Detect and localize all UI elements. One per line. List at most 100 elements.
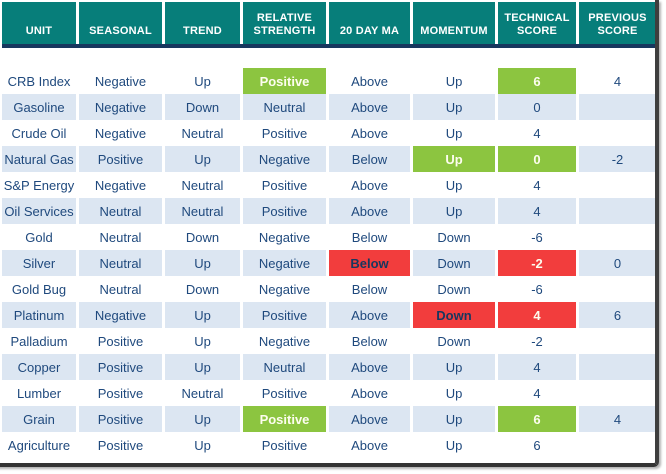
table-cell-relative_strength: Neutral <box>243 354 326 380</box>
table-cell-momentum: Down <box>413 250 495 276</box>
table-cell-ma20: Below <box>329 328 410 354</box>
table-cell-seasonal: Positive <box>79 328 162 354</box>
table-cell-ma20: Above <box>329 406 410 432</box>
table-cell-ma20: Above <box>329 94 410 120</box>
column-header-momentum: MOMENTUM <box>413 2 495 44</box>
table-cell-previous_score <box>579 94 656 120</box>
table-cell-seasonal: Neutral <box>79 198 162 224</box>
table-cell-seasonal: Neutral <box>79 276 162 302</box>
table-cell-unit: Gold Bug <box>2 276 76 302</box>
table-cell-previous_score: 4 <box>579 68 656 94</box>
table-cell-previous_score <box>579 172 656 198</box>
table-cell-technical_score: 6 <box>498 432 576 458</box>
table-cell-trend: Up <box>165 302 240 328</box>
table-cell-ma20: Below <box>329 250 410 276</box>
table-cell-technical_score: -2 <box>498 250 576 276</box>
table-row: Gold Neutral Down Negative Below Down -6 <box>2 224 656 250</box>
table-cell-momentum: Down <box>413 302 495 328</box>
table-row: S&P Energy Negative Neutral Positive Above Up… <box>2 172 656 198</box>
table-cell-technical_score: 0 <box>498 146 576 172</box>
table-cell-seasonal: Negative <box>79 68 162 94</box>
table-row: Gold Bug Neutral Down Negative Below Down -6 <box>2 276 656 302</box>
table-cell-unit: Copper <box>2 354 76 380</box>
table-cell-seasonal: Negative <box>79 120 162 146</box>
table-cell-technical_score: 4 <box>498 120 576 146</box>
table-cell-technical_score: 6 <box>498 68 576 94</box>
table-cell-momentum: Down <box>413 276 495 302</box>
table-cell-trend: Up <box>165 250 240 276</box>
table-cell-relative_strength: Negative <box>243 328 326 354</box>
table-cell-previous_score <box>579 120 656 146</box>
table-cell-previous_score <box>579 328 656 354</box>
table-cell-previous_score: -2 <box>579 146 656 172</box>
table-cell-previous_score <box>579 198 656 224</box>
table-cell-previous_score <box>579 432 656 458</box>
table-cell-ma20: Below <box>329 276 410 302</box>
table-cell-seasonal: Negative <box>79 302 162 328</box>
table-cell-momentum: Up <box>413 432 495 458</box>
table-cell-trend: Up <box>165 146 240 172</box>
table-cell-relative_strength: Positive <box>243 120 326 146</box>
header-divider <box>2 44 656 48</box>
column-header-technical_score: TECHNICAL SCORE <box>498 2 576 44</box>
column-header-relative_strength: RELATIVE STRENGTH <box>243 2 326 44</box>
table-cell-technical_score: -2 <box>498 328 576 354</box>
table-row: Copper Positive Up Neutral Above Up 4 <box>2 354 656 380</box>
table-cell-trend: Neutral <box>165 380 240 406</box>
table-cell-momentum: Up <box>413 172 495 198</box>
table-cell-relative_strength: Positive <box>243 198 326 224</box>
table-cell-unit: Grain <box>2 406 76 432</box>
table-cell-ma20: Above <box>329 198 410 224</box>
table-row: Palladium Positive Up Negative Below Down -2 <box>2 328 656 354</box>
column-header-unit: UNIT <box>2 2 76 44</box>
table-row: Agriculture Positive Up Positive Above Up 6 <box>2 432 656 458</box>
table-cell-unit: Gold <box>2 224 76 250</box>
table-cell-relative_strength: Positive <box>243 302 326 328</box>
table-cell-technical_score: 4 <box>498 380 576 406</box>
table-cell-ma20: Above <box>329 354 410 380</box>
table-cell-unit: CRB Index <box>2 68 76 94</box>
table-cell-unit: Gasoline <box>2 94 76 120</box>
table-cell-trend: Neutral <box>165 172 240 198</box>
table-cell-technical_score: 4 <box>498 198 576 224</box>
table-cell-previous_score: 0 <box>579 250 656 276</box>
table-cell-trend: Neutral <box>165 120 240 146</box>
table-row: Oil Services Neutral Neutral Positive Above U… <box>2 198 656 224</box>
table-cell-trend: Up <box>165 328 240 354</box>
table-cell-technical_score: 4 <box>498 354 576 380</box>
table-cell-seasonal: Positive <box>79 354 162 380</box>
table-cell-relative_strength: Positive <box>243 432 326 458</box>
table-cell-relative_strength: Neutral <box>243 94 326 120</box>
table-cell-relative_strength: Negative <box>243 276 326 302</box>
table-cell-seasonal: Positive <box>79 406 162 432</box>
table-cell-ma20: Above <box>329 432 410 458</box>
table-cell-relative_strength: Negative <box>243 224 326 250</box>
table-cell-unit: Natural Gas <box>2 146 76 172</box>
table-cell-trend: Down <box>165 276 240 302</box>
table-cell-ma20: Below <box>329 146 410 172</box>
table-header-row: UNIT SEASONAL TREND RELATIVE STRENGTH 20 DAY… <box>2 2 656 44</box>
table-cell-unit: S&P Energy <box>2 172 76 198</box>
table-cell-relative_strength: Positive <box>243 406 326 432</box>
table-cell-momentum: Up <box>413 354 495 380</box>
table-cell-momentum: Up <box>413 406 495 432</box>
table-cell-trend: Down <box>165 94 240 120</box>
table-row: Natural Gas Positive Up Negative Below Up 0 -2 <box>2 146 656 172</box>
table-cell-previous_score <box>579 276 656 302</box>
table-cell-technical_score: -6 <box>498 276 576 302</box>
table-cell-momentum: Up <box>413 120 495 146</box>
column-header-seasonal: SEASONAL <box>79 2 162 44</box>
column-header-previous_score: PREVIOUS SCORE <box>579 2 656 44</box>
table-cell-seasonal: Negative <box>79 172 162 198</box>
table-cell-unit: Agriculture <box>2 432 76 458</box>
table-cell-relative_strength: Positive <box>243 172 326 198</box>
table-cell-ma20: Above <box>329 302 410 328</box>
table-cell-seasonal: Positive <box>79 146 162 172</box>
header-spacer <box>2 48 656 68</box>
table-cell-relative_strength: Positive <box>243 68 326 94</box>
table-cell-momentum: Up <box>413 146 495 172</box>
table-row: Grain Positive Up Positive Above Up 6 4 <box>2 406 656 432</box>
table-cell-unit: Lumber <box>2 380 76 406</box>
column-header-ma20: 20 DAY MA <box>329 2 410 44</box>
